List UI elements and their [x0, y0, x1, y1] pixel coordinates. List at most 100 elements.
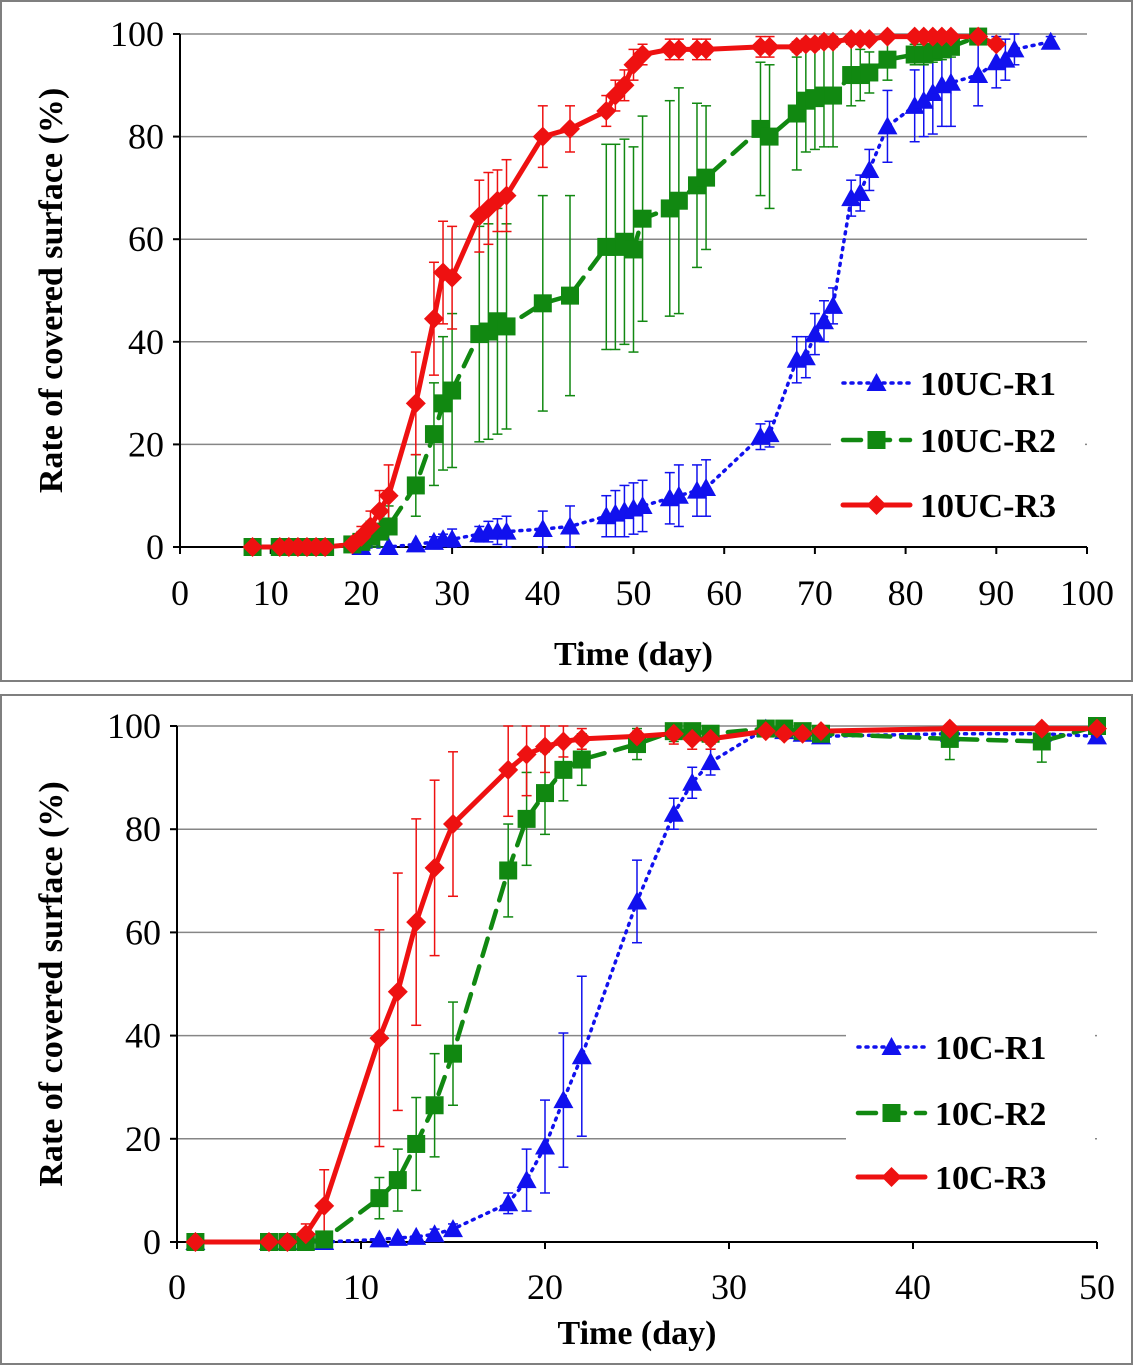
data-point-10UC-R3: [968, 26, 989, 47]
data-point-10UC-R2: [497, 317, 516, 336]
data-point-10C-R3: [516, 744, 537, 765]
y-tick-label: 0: [143, 1222, 161, 1262]
x-axis-label: Time (day): [558, 1315, 717, 1352]
data-point-10UC-R1: [968, 65, 989, 84]
data-point-10UC-R1: [532, 519, 553, 538]
x-axis-label: Time (day): [554, 636, 713, 673]
data-point-10UC-R2: [878, 50, 897, 69]
y-tick-label: 40: [125, 1016, 161, 1056]
data-point-10C-R3: [424, 857, 445, 878]
data-point-10C-R3: [627, 726, 647, 747]
x-tick-label: 20: [343, 573, 379, 613]
data-point-10C-R3: [553, 731, 574, 752]
data-point-10UC-R1: [841, 188, 862, 207]
chart-frame: [0, 0, 1133, 682]
data-point-10C-R2: [370, 1189, 389, 1208]
data-point-10C-R3: [774, 723, 795, 744]
data-point-10UC-R2: [424, 425, 443, 444]
y-tick-label: 40: [128, 322, 164, 362]
chart-panel-top: 0 20 40 60 80 100 0 10 20 30 40 50 60 70 80 90 100 Time (…: [0, 0, 1133, 682]
data-point-10UC-R1: [1004, 39, 1025, 58]
x-tick-label: 0: [171, 573, 189, 613]
data-point-10UC-R3: [668, 39, 689, 60]
data-point-10C-R3: [1031, 718, 1052, 739]
data-point-10C-R1: [516, 1170, 537, 1189]
x-tick-label: 20: [527, 1267, 563, 1307]
data-point-10C-R2: [444, 1044, 462, 1063]
data-point-10C-R1: [535, 1136, 555, 1155]
data-point-10C-R1: [406, 1226, 427, 1245]
data-point-10UC-R2: [624, 240, 643, 259]
y-tick-label: 20: [128, 424, 164, 464]
data-point-10UC-R2: [697, 168, 716, 187]
data-point-10C-R2: [425, 1096, 444, 1115]
chart-panel-bottom: 0 20 40 60 80 100 0 10 20 30 40 50 Time (day) Rate of…: [0, 694, 1133, 1365]
data-point-10UC-R3: [560, 118, 581, 139]
data-point-10C-R3: [443, 814, 463, 835]
data-point-10C-R3: [792, 723, 813, 744]
data-point-10C-R1: [443, 1219, 463, 1238]
data-point-10UC-R2: [633, 209, 652, 228]
data-point-10C-R3: [939, 718, 960, 739]
y-tick-label: 80: [125, 809, 161, 849]
data-point-10UC-R2: [860, 63, 879, 82]
y-axis-label: Rate of covered surface (%): [33, 781, 70, 1186]
data-point-10UC-R1: [668, 485, 689, 504]
data-point-10UC-R3: [759, 36, 780, 57]
data-point-10C-R2: [554, 760, 573, 779]
data-point-10C-R2: [315, 1230, 334, 1249]
data-point-10C-R2: [1032, 732, 1051, 751]
legend-marker-10C-R2: [882, 1104, 901, 1122]
chart-bottom: 0 20 40 60 80 100 0 10 20 30 40 50 Time (day) Rate of…: [0, 694, 1133, 1365]
x-tick-label: 60: [706, 573, 742, 613]
data-point-10UC-R1: [804, 324, 825, 343]
data-point-10C-R1: [387, 1227, 408, 1246]
x-tick-label: 30: [711, 1267, 747, 1307]
data-point-10UC-R3: [877, 26, 898, 47]
data-point-10C-R1: [498, 1193, 519, 1212]
data-point-10C-R3: [259, 1232, 279, 1252]
x-tick-label: 100: [1060, 573, 1114, 613]
data-point-10UC-R2: [669, 191, 688, 210]
x-tick-label: 70: [797, 573, 833, 613]
data-point-10C-R1: [571, 1046, 592, 1065]
legend-label: 10UC-R2: [920, 423, 1056, 460]
data-point-10UC-R1: [904, 95, 925, 114]
data-point-10C-R2: [572, 750, 591, 769]
data-point-10C-R3: [387, 981, 408, 1002]
data-point-10UC-R3: [315, 537, 336, 557]
data-point-10UC-R1: [877, 116, 898, 135]
data-point-10C-R3: [811, 721, 831, 742]
legend-marker-10C-R3: [881, 1167, 902, 1187]
x-tick-label: 10: [343, 1267, 379, 1307]
data-point-10UC-R1: [442, 529, 463, 548]
x-tick-label: 50: [1079, 1267, 1115, 1307]
data-point-10C-R3: [185, 1232, 206, 1252]
y-tick-label: 20: [125, 1119, 161, 1159]
legend-marker-10UC-R1: [866, 373, 887, 391]
data-point-10UC-R3: [532, 126, 553, 147]
legend-label: 10C-R1: [935, 1030, 1046, 1067]
data-point-10UC-R3: [496, 185, 517, 206]
data-point-10UC-R2: [443, 381, 462, 400]
data-point-10C-R1: [424, 1224, 445, 1243]
data-point-10UC-R1: [560, 516, 581, 535]
data-point-10C-R3: [700, 728, 721, 749]
legend-label: 10UC-R1: [920, 366, 1056, 403]
data-point-10C-R3: [663, 723, 684, 744]
data-point-10UC-R3: [614, 75, 635, 96]
data-point-10UC-R3: [596, 100, 617, 121]
data-point-10UC-R3: [242, 537, 263, 557]
data-point-10UC-R1: [378, 537, 399, 555]
x-tick-label: 30: [434, 573, 470, 613]
x-tick-label: 50: [616, 573, 652, 613]
y-tick-label: 60: [125, 912, 161, 952]
data-point-10C-R1: [369, 1229, 390, 1248]
data-point-10UC-R1: [759, 424, 780, 443]
data-point-10UC-R1: [850, 183, 871, 202]
y-tick-label: 80: [128, 117, 164, 157]
data-point-10UC-R2: [533, 294, 552, 313]
data-point-10C-R2: [407, 1134, 426, 1153]
data-point-10C-R3: [535, 736, 555, 757]
data-point-10UC-R1: [632, 495, 653, 514]
